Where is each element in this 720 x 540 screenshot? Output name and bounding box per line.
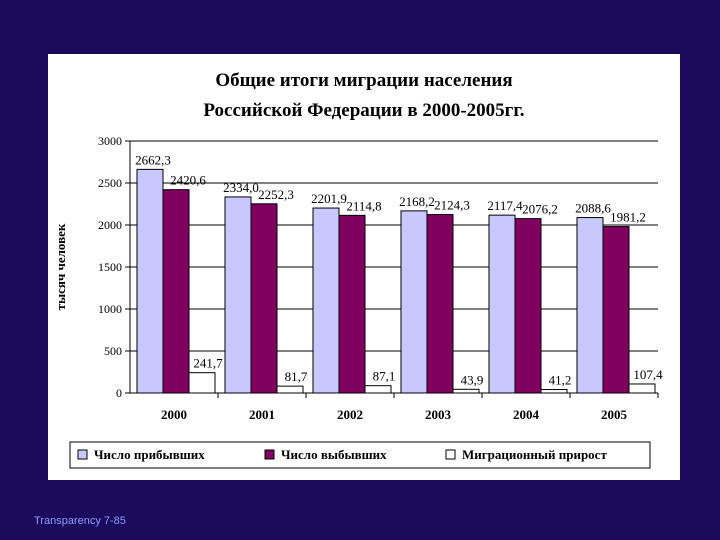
bar-net-migration [364,385,392,394]
data-label: 2117,4 [487,198,523,213]
bar-arrivals [224,196,252,394]
legend: Число прибывших Число выбывших Миграционны… [69,441,651,469]
data-label: 241,7 [193,356,223,371]
data-label: 43,9 [461,372,484,387]
bar-departures [514,218,542,394]
legend-label: Число выбывших [281,447,387,462]
legend-swatch [445,449,456,460]
footer-text: Transparency 7-85 [34,515,126,527]
bar-net-migration [188,372,216,394]
data-label: 1981,2 [610,210,646,225]
x-tick-label: 2003 [425,407,452,422]
data-label: 107,4 [633,367,663,382]
y-tick-label: 0 [116,386,122,400]
axes: 0 500 1000 1500 2000 2500 3000 тысяч человек 200… [53,134,659,422]
legend-swatch [264,449,275,460]
y-axis-label: тысяч человек [53,223,68,310]
data-label: 2076,2 [522,202,558,217]
bar-arrivals [312,207,340,394]
y-tick-label: 2000 [98,218,122,232]
chart-title-line: Российской Федерации в 2000-2005гг. [203,100,524,121]
data-label: 2124,3 [434,198,470,213]
migration-chart: Общие итоги миграции населения Российской… [53,70,663,469]
x-tick-label: 2000 [161,407,187,422]
chart-panel: Общие итоги миграции населения Российской… [48,54,680,480]
data-label: 2420,6 [170,173,206,188]
data-label: 81,7 [285,369,308,384]
data-label: 2088,6 [575,201,611,216]
bar-arrivals [488,214,516,394]
bars [136,168,656,394]
data-label: 2114,8 [346,198,381,213]
grid [130,140,658,352]
data-label: 2252,3 [258,187,294,202]
bar-departures [338,214,366,394]
bar-departures [162,189,190,394]
y-tick-label: 1500 [98,260,122,274]
bar-departures [250,203,278,394]
chart-title: Общие итоги миграции населения Российской… [203,70,524,121]
data-label: 2334,0 [223,180,259,195]
x-tick-label: 2005 [601,407,628,422]
data-label: 87,1 [373,369,396,384]
data-label: 2168,2 [399,194,435,209]
legend-label: Миграционный прирост [462,447,607,462]
bar-net-migration [540,389,568,394]
bar-net-migration [628,383,656,394]
data-label: 41,2 [549,373,572,388]
y-tick-label: 3000 [98,134,122,148]
bar-arrivals [400,210,428,394]
bar-departures [602,226,630,394]
bar-arrivals [136,168,164,394]
chart-title-line: Общие итоги миграции населения [215,70,512,91]
data-label: 2662,3 [135,152,171,167]
x-tick-label: 2001 [249,407,275,422]
legend-label: Число прибывших [94,447,205,462]
legend-swatch [77,449,88,460]
bar-net-migration [276,385,304,394]
data-label: 2201,9 [311,191,347,206]
x-tick-label: 2004 [513,407,540,422]
y-tick-label: 500 [104,344,122,358]
x-tick-label: 2002 [337,407,363,422]
bar-net-migration [452,388,480,394]
y-tick-label: 1000 [98,302,122,316]
bar-arrivals [576,217,604,394]
y-tick-label: 2500 [98,176,122,190]
bar-departures [426,214,454,394]
legend-box [69,441,651,469]
